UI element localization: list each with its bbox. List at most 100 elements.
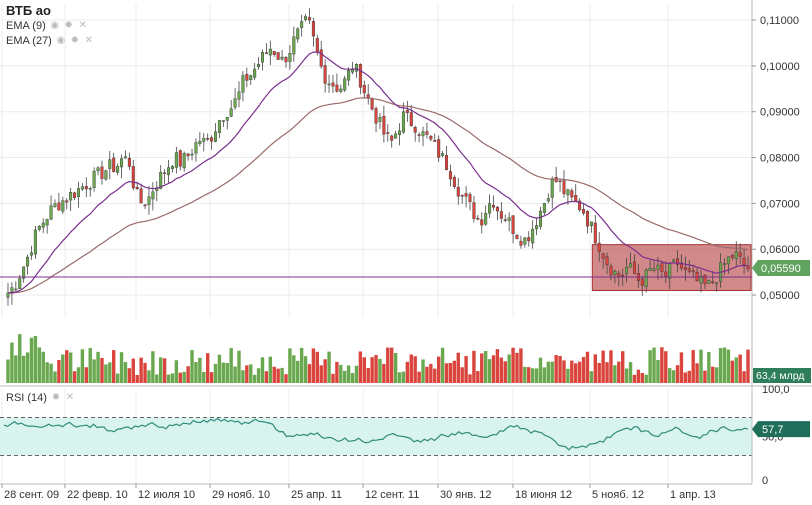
candle-body <box>257 64 261 68</box>
volume-bar <box>671 370 676 383</box>
price-tick-label: 0,07000 <box>760 198 800 210</box>
grid-lines <box>0 4 752 484</box>
candle-body <box>159 171 163 189</box>
volume-bar <box>624 368 629 383</box>
candle-body <box>464 193 468 197</box>
volume-bar <box>45 362 49 383</box>
volume-bar <box>307 364 312 383</box>
rsi-legend: RSI (14) ✹ ✕ <box>6 392 75 404</box>
candle-body <box>351 69 355 73</box>
eye-icon[interactable]: ◉ <box>50 19 60 31</box>
candle-body <box>405 109 409 113</box>
volume-bar <box>53 371 57 383</box>
volume-bar <box>147 370 151 383</box>
volume-bar <box>205 353 210 383</box>
candle-body <box>174 152 178 168</box>
candle-body <box>472 202 476 219</box>
candle-body <box>401 111 405 133</box>
volume-bar <box>707 352 711 383</box>
close-icon[interactable]: ✕ <box>84 34 94 46</box>
candle-body <box>292 36 296 55</box>
candle-body <box>245 73 249 81</box>
candle-body <box>335 84 339 92</box>
candle-body <box>80 186 84 190</box>
candle-body <box>29 252 33 256</box>
price-tick-label: 0,09000 <box>760 107 800 119</box>
candle-body <box>135 187 139 189</box>
volume-bar <box>593 354 598 383</box>
volume-bar <box>127 368 132 383</box>
candle-body <box>37 225 41 230</box>
current-price-badge <box>752 260 810 277</box>
candle-body <box>445 155 449 170</box>
eye-icon[interactable]: ◉ <box>56 34 66 46</box>
candle-body <box>284 56 288 63</box>
candle-body <box>198 140 202 144</box>
candle-body <box>116 166 120 173</box>
candle-body <box>562 180 566 194</box>
candle-body <box>421 131 425 137</box>
volume-bar <box>405 361 410 383</box>
volume-bar <box>574 363 578 383</box>
volume-bar <box>577 361 582 383</box>
candle-body <box>57 202 61 211</box>
volume-bar <box>158 357 163 383</box>
current-volume-label: 63,4 млрд <box>756 370 804 382</box>
close-icon[interactable]: ✕ <box>78 19 87 31</box>
volume-bar <box>386 347 390 383</box>
volume-bar <box>119 352 124 383</box>
candle-body <box>108 159 112 169</box>
volume-bar <box>621 351 625 383</box>
volume-bar <box>472 350 476 383</box>
candle-body <box>625 266 629 274</box>
volume-bar <box>609 350 613 383</box>
volume-bar <box>139 357 143 383</box>
gear-icon[interactable]: ✹ <box>70 34 80 46</box>
volume-bar <box>515 352 519 383</box>
volume-bar <box>550 361 554 383</box>
volume-bar <box>209 372 214 383</box>
candle-body <box>296 28 300 40</box>
price-tick-label: 0,05000 <box>760 290 800 302</box>
volume-bar <box>511 347 515 383</box>
time-tick-label: 18 июня 12 <box>515 489 572 501</box>
volume-bar <box>233 366 237 383</box>
volume-bar <box>268 356 273 383</box>
volume-bar <box>413 356 417 383</box>
candle-body <box>425 131 429 135</box>
volume-bar <box>695 363 699 383</box>
candle-body <box>707 280 711 284</box>
close-icon[interactable]: ✕ <box>65 392 75 403</box>
volume-bar <box>115 373 120 383</box>
volume-bar <box>135 374 139 383</box>
volume-bar <box>570 360 574 383</box>
volume-bar <box>131 358 135 383</box>
volume-bar <box>632 374 637 383</box>
instrument-title: ВТБ ао <box>6 3 51 18</box>
candle-body <box>664 271 668 277</box>
candle-body <box>386 132 390 134</box>
volume-bar <box>225 362 229 383</box>
candle-body <box>347 70 351 81</box>
candle-body <box>84 186 88 190</box>
candle-body <box>456 186 460 197</box>
volume-bar <box>538 357 543 383</box>
volume-bar <box>679 352 684 383</box>
gear-icon[interactable]: ✹ <box>51 392 61 403</box>
candle-body <box>354 64 358 72</box>
candle-body <box>53 203 57 208</box>
volume-bar <box>311 348 316 383</box>
candle-body <box>394 133 398 139</box>
volume-bar <box>123 362 128 383</box>
rsi-tick-label: 100,0 <box>762 384 790 396</box>
candle-body <box>578 200 582 211</box>
candle-body <box>484 212 488 225</box>
gear-icon[interactable]: ✹ <box>64 19 73 31</box>
volume-bar <box>523 366 527 383</box>
highlight-box <box>591 244 752 291</box>
candle-body <box>241 75 245 93</box>
candle-body <box>715 282 719 285</box>
candle-body <box>621 274 625 277</box>
candle-body <box>237 91 241 100</box>
